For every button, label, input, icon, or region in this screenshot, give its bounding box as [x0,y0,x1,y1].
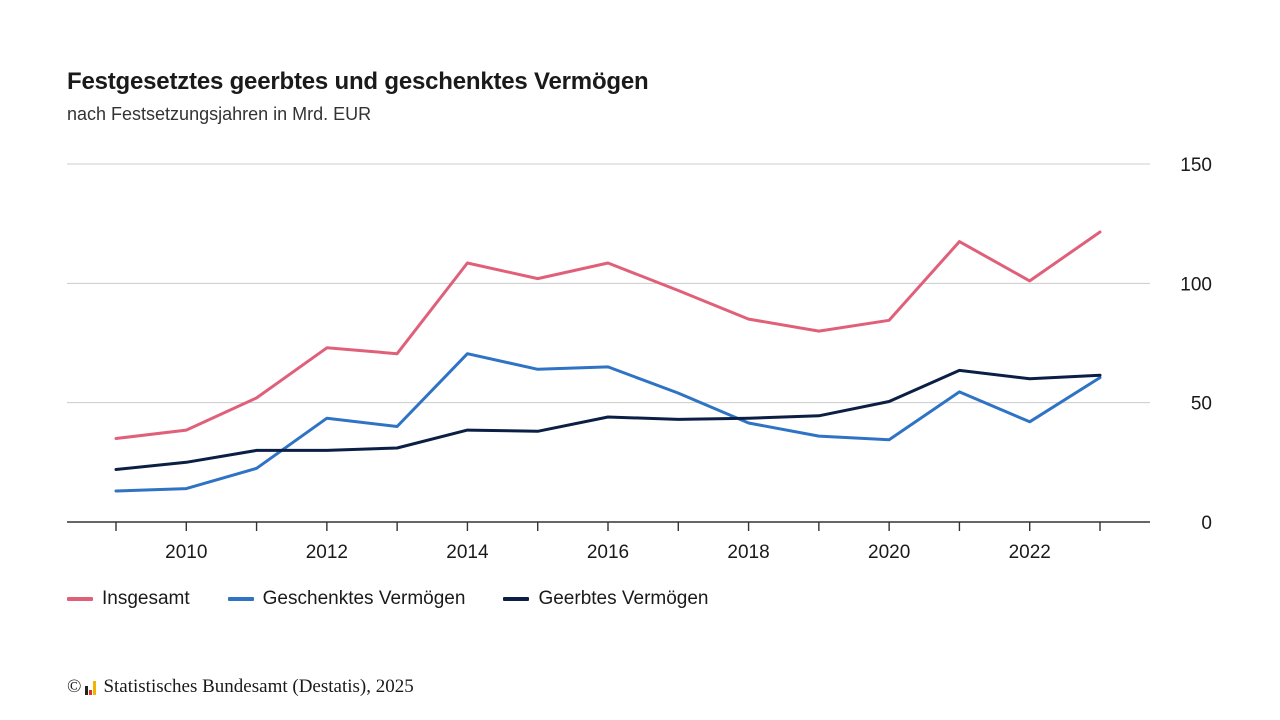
x-tick-label: 2022 [1009,542,1051,563]
destatis-logo [85,679,97,695]
x-tick-label: 2018 [727,542,769,563]
legend-label: Geschenktes Vermögen [262,588,466,609]
legend-item: Insgesamt [67,588,190,610]
legend-label: Insgesamt [102,588,190,609]
series-line-3 [114,368,1102,471]
chart-legend: Insgesamt Geschenktes Vermögen Geerbtes Ve… [67,588,747,610]
y-tick-label: 0 [1201,513,1212,534]
legend-swatch [503,597,530,601]
series-lines [114,230,1102,493]
legend-item: Geerbtes Vermögen [503,588,709,610]
y-tick-label: 150 [1180,155,1212,176]
x-tick-label: 2020 [868,542,910,563]
y-axis-labels: 0 50 100 150 [1180,155,1212,534]
legend-swatch [67,597,93,601]
x-tick-label: 2016 [587,542,629,563]
copyright-symbol: © [67,676,82,697]
legend-label: Geerbtes Vermögen [538,588,709,609]
x-axis-labels: 2010 2012 2014 2016 2018 2020 2022 [165,542,1051,563]
x-tick-label: 2010 [165,542,207,563]
x-axis [67,521,1150,531]
y-tick-label: 100 [1180,274,1212,295]
x-tick-label: 2012 [306,542,348,563]
chart-subtitle: nach Festsetzungsjahren in Mrd. EUR [67,104,372,124]
source-credit: © Statistisches Bundesamt (Destatis), 20… [67,676,414,698]
legend-item: Geschenktes Vermögen [227,588,466,610]
legend-swatch [227,597,254,601]
x-tick-label: 2014 [446,542,489,563]
chart-title: Festgesetztes geerbtes und geschenktes V… [67,68,649,95]
source-text: Statistisches Bundesamt (Destatis), 2025 [103,676,414,697]
series-line-1 [114,230,1102,440]
y-tick-label: 50 [1191,394,1212,415]
